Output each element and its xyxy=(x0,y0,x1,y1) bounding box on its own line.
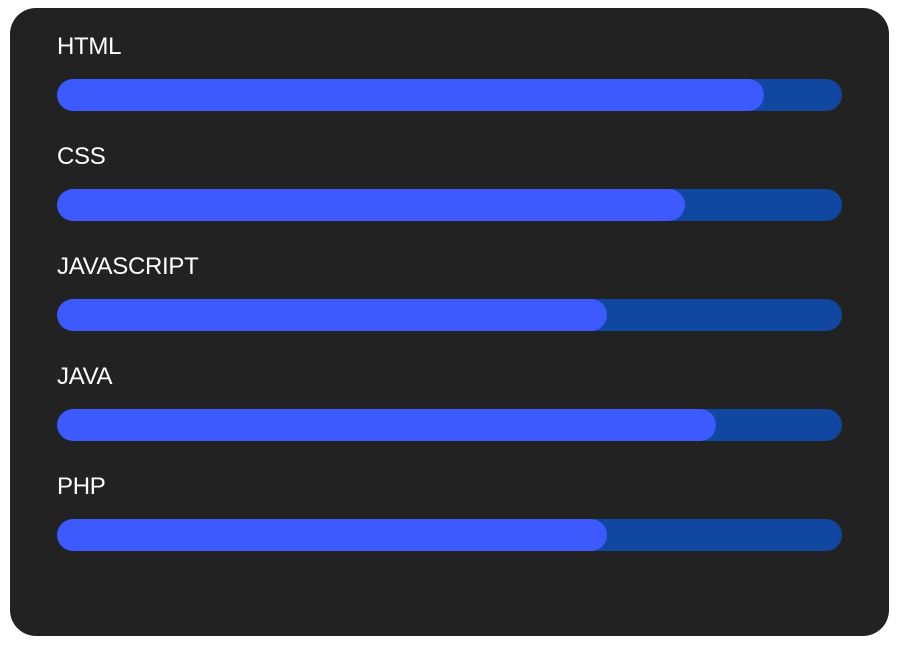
progress-track xyxy=(57,299,842,331)
skill-label: HTML xyxy=(57,33,122,60)
progress-track xyxy=(57,189,842,221)
skill-label: CSS xyxy=(57,143,106,170)
progress-fill xyxy=(57,189,685,221)
skill-css: CSS xyxy=(57,143,842,221)
progress-track xyxy=(57,409,842,441)
progress-track xyxy=(57,79,842,111)
skill-html: HTML xyxy=(57,33,842,111)
progress-fill xyxy=(57,79,764,111)
skill-label: JAVA xyxy=(57,363,113,390)
skills-card: HTML CSS JAVASCRIPT JAVA PHP xyxy=(10,8,889,636)
progress-track xyxy=(57,519,842,551)
progress-fill xyxy=(57,299,607,331)
skill-label: JAVASCRIPT xyxy=(57,253,199,280)
skill-php: PHP xyxy=(57,473,842,551)
skill-javascript: JAVASCRIPT xyxy=(57,253,842,331)
progress-fill xyxy=(57,409,717,441)
skill-java: JAVA xyxy=(57,363,842,441)
skill-label: PHP xyxy=(57,473,106,500)
progress-fill xyxy=(57,519,607,551)
